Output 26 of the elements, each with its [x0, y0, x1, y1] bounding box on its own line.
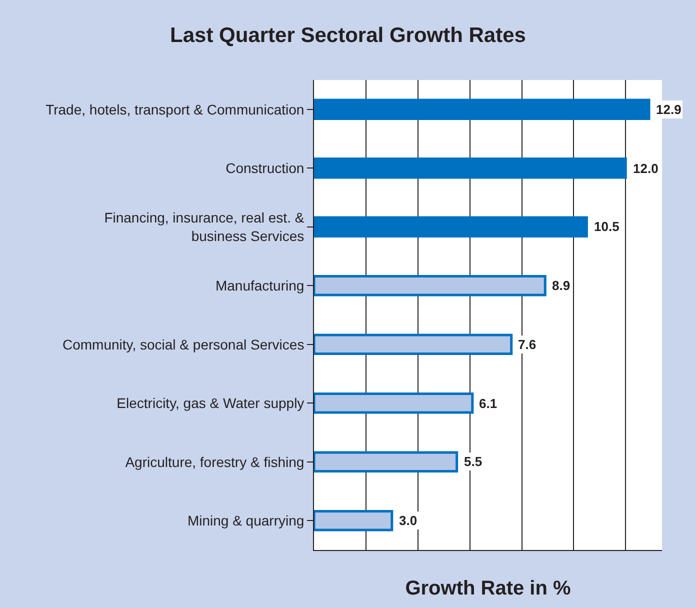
- data-label: 12.0: [633, 161, 658, 176]
- data-label: 7.6: [518, 337, 536, 352]
- x-axis-title: Growth Rate in %: [405, 578, 571, 600]
- y-tick-label: Community, social & personal Services: [62, 336, 304, 352]
- bar: [314, 451, 458, 473]
- y-tick-label: Electricity, gas & Water supply: [116, 395, 304, 412]
- data-label: 12.9: [656, 102, 682, 117]
- bar: [314, 334, 513, 356]
- data-label: 6.1: [479, 396, 498, 411]
- y-tick-label: Agriculture, forestry & fishing: [125, 454, 304, 470]
- bar: [314, 157, 627, 179]
- bar: [314, 392, 474, 414]
- y-tick-label: Financing, insurance, real est. & business Services: [104, 210, 305, 244]
- y-tick-label: Mining & quarrying: [187, 512, 304, 529]
- bar: [314, 216, 588, 238]
- chart-title: Last Quarter Sectoral Growth Rates: [170, 24, 526, 48]
- bar: [314, 510, 394, 532]
- y-tick-label: Manufacturing: [215, 278, 304, 294]
- bar: [314, 98, 650, 120]
- bar: [314, 274, 546, 296]
- data-label: 10.5: [594, 219, 620, 234]
- data-label: 3.0: [399, 513, 418, 528]
- data-label: 5.5: [464, 454, 482, 469]
- data-label: 8.9: [552, 278, 570, 293]
- y-tick-label: Construction: [226, 160, 304, 176]
- y-tick-label: Trade, hotels, transport & Communication: [46, 101, 304, 118]
